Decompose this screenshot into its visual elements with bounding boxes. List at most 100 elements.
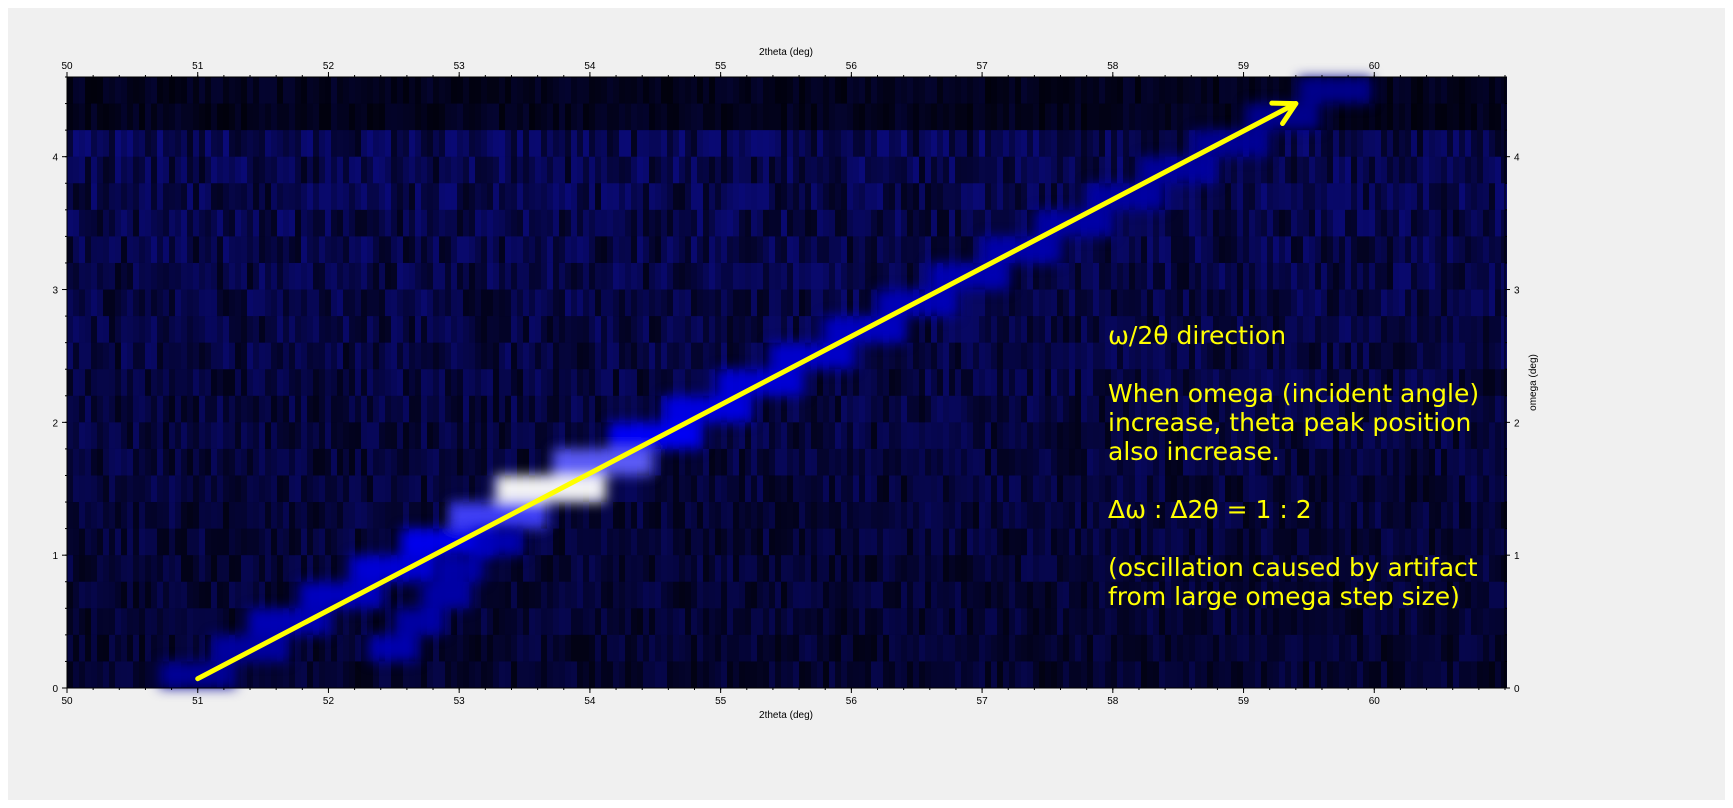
noise-cell [733, 316, 739, 344]
noise-cell [499, 608, 505, 636]
noise-cell [1315, 342, 1321, 370]
noise-cell [1009, 342, 1015, 370]
noise-cell [859, 369, 865, 397]
noise-cell [187, 395, 193, 423]
noise-cell [229, 448, 235, 476]
noise-cell [829, 475, 835, 503]
noise-cell [715, 475, 721, 503]
noise-cell [247, 581, 253, 609]
noise-cell [91, 130, 97, 158]
noise-cell [265, 130, 271, 158]
noise-cell [1051, 395, 1057, 423]
noise-cell [223, 395, 229, 423]
noise-cell [1279, 502, 1285, 530]
noise-cell [1495, 422, 1501, 450]
noise-cell [367, 395, 373, 423]
noise-cell [919, 156, 925, 184]
noise-cell [211, 130, 217, 158]
noise-cell [679, 130, 685, 158]
noise-cell [1369, 555, 1375, 583]
noise-cell [1003, 103, 1009, 131]
noise-cell [817, 262, 823, 291]
noise-cell [127, 502, 133, 530]
noise-cell [697, 555, 703, 583]
noise-cell [469, 342, 475, 370]
noise-cell [793, 316, 799, 344]
noise-cell [1099, 448, 1105, 476]
noise-cell [1489, 209, 1495, 237]
noise-cell [181, 209, 187, 237]
noise-cell [571, 608, 577, 636]
noise-cell [697, 502, 703, 530]
noise-cell [997, 209, 1003, 237]
noise-cell [1489, 77, 1495, 105]
noise-cell [127, 209, 133, 237]
noise-cell [751, 608, 757, 636]
noise-cell [505, 581, 511, 609]
noise-cell [1465, 422, 1471, 450]
noise-cell [1081, 289, 1087, 317]
noise-cell [1423, 289, 1429, 317]
noise-cell [175, 502, 181, 530]
noise-cell [1141, 289, 1147, 317]
noise-cell [541, 130, 547, 158]
noise-cell [109, 475, 115, 503]
noise-cell [1411, 555, 1417, 583]
noise-cell [175, 581, 181, 609]
noise-cell [427, 130, 433, 158]
noise-cell [745, 262, 751, 291]
noise-cell [1159, 342, 1165, 370]
noise-cell [1297, 502, 1303, 530]
noise-cell [313, 183, 319, 211]
noise-cell [1159, 395, 1165, 423]
noise-cell [1165, 422, 1171, 450]
noise-cell [697, 448, 703, 476]
noise-cell [583, 342, 589, 370]
noise-cell [583, 156, 589, 184]
noise-cell [355, 422, 361, 450]
noise-cell [1363, 448, 1369, 476]
noise-cell [997, 77, 1003, 105]
noise-cell [1405, 395, 1411, 423]
noise-cell [727, 475, 733, 503]
noise-cell [577, 528, 583, 556]
noise-cell [691, 448, 697, 476]
noise-cell [1363, 581, 1369, 609]
noise-cell [1423, 130, 1429, 158]
noise-cell [1441, 555, 1447, 583]
noise-cell [829, 555, 835, 583]
noise-cell [919, 555, 925, 583]
noise-cell [709, 555, 715, 583]
noise-cell [1393, 555, 1399, 583]
noise-cell [151, 183, 157, 211]
noise-cell [1477, 183, 1483, 211]
noise-cell [517, 289, 523, 317]
noise-cell [91, 103, 97, 131]
noise-cell [199, 422, 205, 450]
noise-cell [175, 209, 181, 237]
noise-cell [1309, 289, 1315, 317]
noise-cell [1315, 448, 1321, 476]
noise-cell [1399, 183, 1405, 211]
noise-cell [1177, 475, 1183, 503]
noise-cell [133, 581, 139, 609]
noise-cell [457, 422, 463, 450]
noise-cell [937, 581, 943, 609]
noise-cell [1255, 581, 1261, 609]
noise-cell [421, 342, 427, 370]
noise-cell [889, 209, 895, 237]
noise-cell [613, 289, 619, 317]
noise-cell [1345, 475, 1351, 503]
noise-cell [1363, 528, 1369, 556]
noise-cell [1111, 103, 1117, 131]
noise-cell [1201, 369, 1207, 397]
noise-cell [1339, 209, 1345, 237]
noise-cell [73, 289, 79, 317]
noise-cell [1483, 289, 1489, 317]
noise-cell [1465, 183, 1471, 211]
noise-cell [709, 77, 715, 105]
noise-cell [229, 608, 235, 636]
noise-cell [985, 448, 991, 476]
noise-cell [811, 475, 817, 503]
noise-cell [1285, 77, 1291, 105]
